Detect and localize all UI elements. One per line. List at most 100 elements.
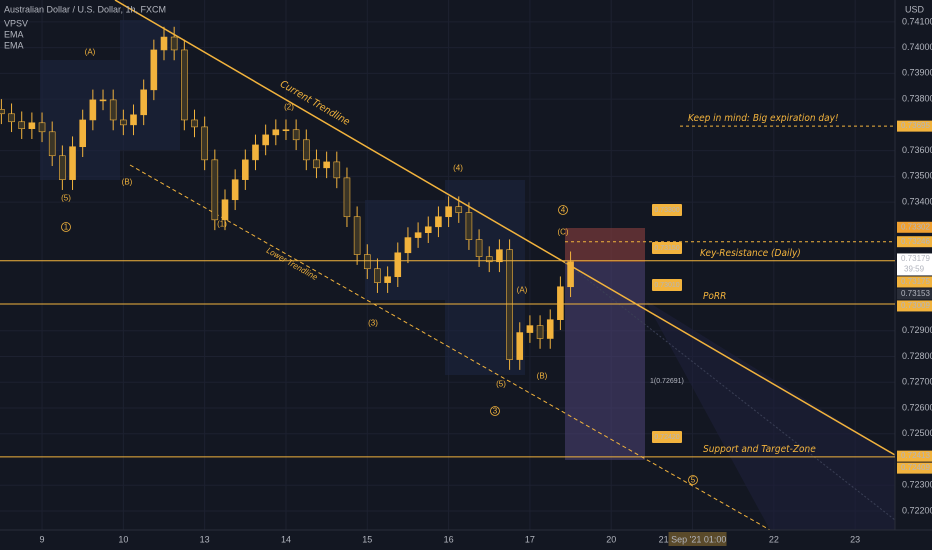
wave-label: (1) [217, 220, 227, 229]
candle-body [48, 131, 56, 157]
candle-body [28, 122, 36, 130]
candle-body [8, 113, 15, 123]
candle-body [536, 325, 544, 339]
x-tick-label: 23 [850, 534, 860, 544]
wave-circle [490, 406, 500, 416]
price-tag-label: 0.72420 [654, 434, 679, 441]
candle-body [374, 268, 381, 283]
candle-body [526, 325, 534, 333]
y-tick-label: 0.74100 [902, 16, 932, 26]
price-badge [897, 276, 932, 288]
price-badge [897, 462, 932, 474]
candle-body [201, 126, 208, 161]
candle-body [404, 237, 412, 254]
projection-line [564, 261, 896, 521]
y-tick-label: 0.73800 [902, 93, 932, 103]
candle-body [394, 252, 402, 278]
candle-body [170, 36, 178, 51]
candle-body [323, 161, 330, 169]
lower-trendline [129, 164, 771, 531]
candle-body [109, 99, 117, 121]
wave-label: (5) [61, 194, 71, 203]
candle-body [292, 129, 300, 141]
price-badge [897, 221, 932, 233]
price-tag [652, 431, 682, 443]
candle-body [384, 276, 391, 283]
wave-label: 4 [561, 206, 566, 215]
fib-label: 1(0.72691) [650, 378, 684, 385]
y-tick-label: 0.72500 [902, 428, 932, 438]
countdown: 39:59 [904, 265, 925, 274]
level-label: Key-Resistance (Daily) [700, 248, 801, 259]
y-tick-label: 0.72600 [902, 402, 932, 412]
indicator: EMA [4, 29, 24, 39]
candle-body [424, 226, 432, 233]
candle-body [211, 159, 219, 221]
wave-circle [688, 475, 698, 485]
price-tag [652, 204, 682, 216]
candle-body [353, 216, 361, 255]
drawings [0, 0, 932, 531]
candle-body [242, 159, 249, 180]
wave-label: (3) [368, 319, 378, 328]
wave-label: 3 [493, 407, 498, 416]
candle-body [89, 99, 97, 121]
wave-circle [558, 205, 568, 215]
candle-body [506, 249, 513, 360]
y-tick-label: 0.72200 [902, 505, 932, 515]
price-badge [897, 300, 932, 312]
wave-label: (B) [537, 372, 548, 381]
candle-body [496, 249, 503, 263]
candle-body [363, 254, 371, 270]
indicator: EMA [4, 40, 24, 50]
x-tick-label: 14 [281, 534, 291, 544]
price-badge-label: 0.72413 [901, 451, 930, 460]
candle-body [485, 256, 493, 263]
price-badge-label: 0.73009 [901, 301, 930, 310]
level-label: Support and Target-Zone [703, 444, 816, 455]
price-badge [897, 253, 932, 276]
candle-body [0, 109, 5, 115]
candle-body [546, 319, 554, 339]
candle-body [181, 49, 188, 121]
candle-body [99, 99, 107, 102]
x-tick-label: 13 [200, 534, 210, 544]
risk-box [565, 228, 645, 262]
candle-body [221, 199, 229, 221]
price-badge-label: 0.73246 [901, 237, 930, 246]
price-badge [897, 120, 932, 132]
x-tick-label: 21 Sep '21 01:00 [659, 534, 727, 544]
y-tick-label: 0.72800 [902, 351, 932, 361]
volume-profile-box [120, 20, 180, 150]
wave-label: 5 [691, 476, 696, 485]
price-badge-label: 0.73695 [901, 121, 930, 130]
candle-body [435, 216, 442, 228]
level-label: PoRR [703, 291, 726, 302]
candle-body [262, 134, 269, 146]
wave-label: (5) [496, 380, 506, 389]
candle-body [455, 206, 463, 213]
candle-body [516, 332, 524, 360]
y-tick-label: 0.72300 [902, 480, 932, 490]
wave-label: (4) [453, 164, 463, 173]
candle-body [557, 286, 564, 320]
y-tick-label: 0.73900 [902, 68, 932, 78]
level-label: Keep in mind: Big expiration day! [688, 113, 839, 124]
candle-body [252, 144, 259, 161]
currency: USD [905, 4, 925, 14]
y-tick-label: 0.74000 [902, 42, 932, 52]
y-tick-label: 0.72700 [902, 377, 932, 387]
candle-body [38, 122, 46, 133]
wave-circle [61, 222, 71, 232]
indicator: VPSV [4, 18, 28, 28]
candle-body [414, 232, 422, 238]
candle-body [18, 121, 26, 130]
candle-body [130, 114, 137, 126]
wave-label: 1 [64, 223, 69, 232]
y-tick-label: 0.72900 [902, 325, 932, 335]
candle-body [475, 239, 483, 257]
y-tick-label: 0.73500 [902, 171, 932, 181]
candle-body [313, 159, 320, 169]
projection-zone [645, 300, 895, 530]
